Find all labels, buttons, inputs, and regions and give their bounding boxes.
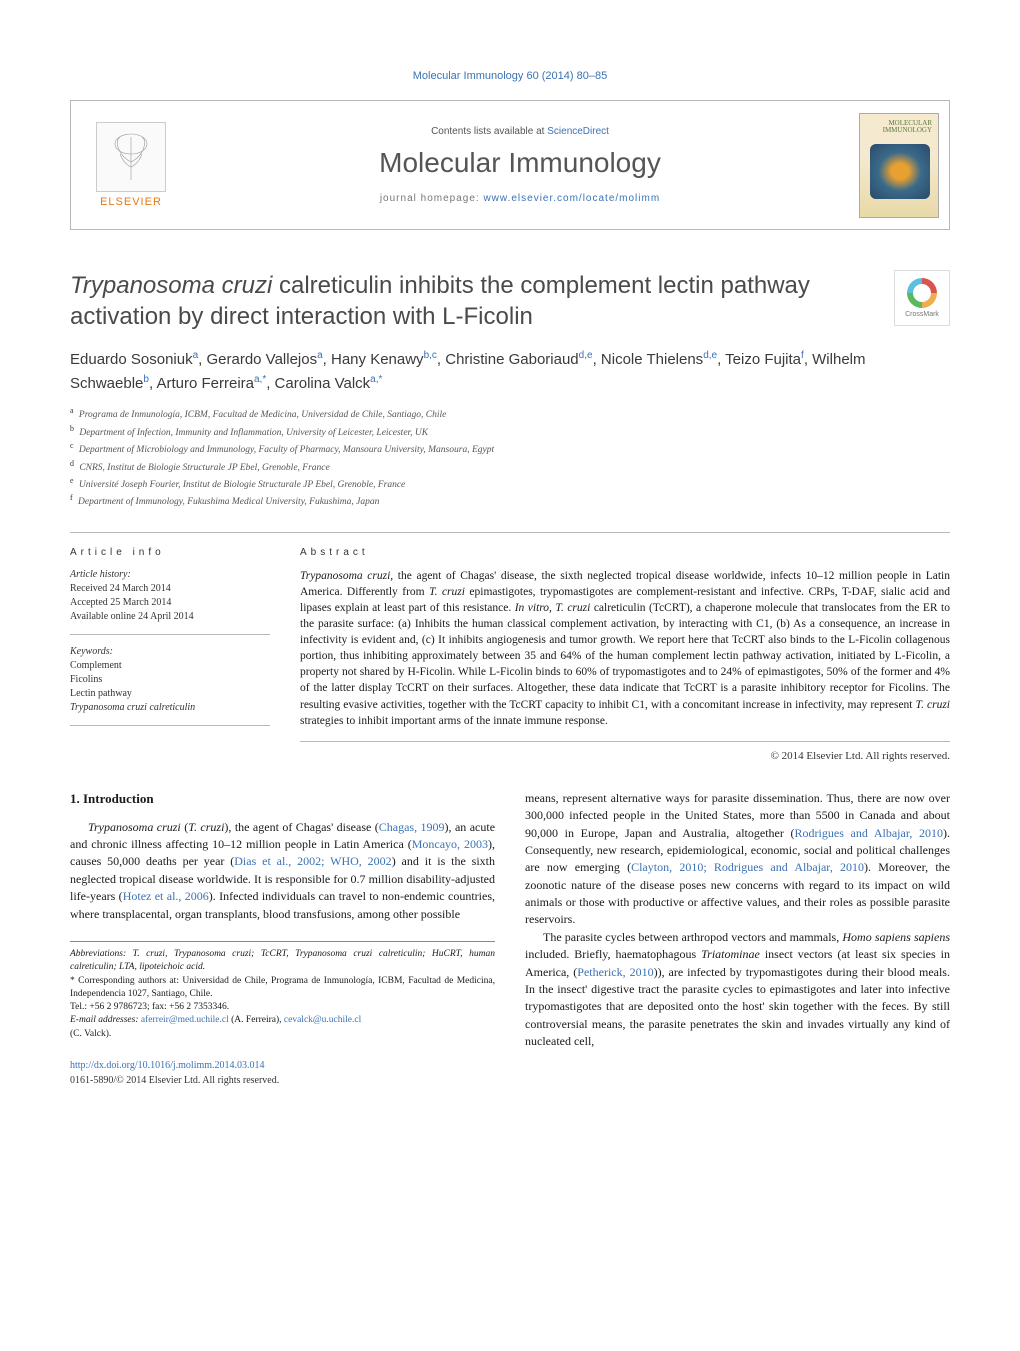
section-1-heading: 1. Introduction	[70, 790, 495, 809]
email-line: E-mail addresses: aferreir@med.uchile.cl…	[70, 1014, 495, 1041]
right-p2-italic2: Triatominae	[701, 947, 760, 961]
body-two-column: 1. Introduction Trypanosoma cruzi (T. cr…	[70, 790, 950, 1088]
online-date: Available online 24 April 2014	[70, 611, 194, 622]
article-info-column: article info Article history: Received 2…	[70, 533, 270, 762]
article-title: Trypanosoma cruzi calreticulin inhibits …	[70, 270, 874, 332]
intro-paragraph-2: The parasite cycles between arthropod ve…	[525, 929, 950, 1051]
homepage-link[interactable]: www.elsevier.com/locate/molimm	[483, 193, 660, 204]
abstract-italic-span: T. cruzi	[916, 699, 950, 711]
abstract-column: abstract Trypanosoma cruzi, the agent of…	[300, 532, 950, 762]
ref-rodrigues-2010[interactable]: Rodrigues and Albajar, 2010	[795, 826, 943, 840]
doi-link[interactable]: http://dx.doi.org/10.1016/j.molimm.2014.…	[70, 1060, 265, 1071]
affiliation-line: d CNRS, Institut de Biologie Structurale…	[70, 458, 950, 475]
title-italic-part: Trypanosoma cruzi	[70, 272, 272, 299]
right-p2-mid1: included. Briefly, haematophagous	[525, 947, 701, 961]
cover-thumb-block: MOLECULAR IMMUNOLOGY	[849, 101, 949, 229]
keyword: Ficolins	[70, 673, 270, 687]
intro-text-1: ), the agent of Chagas' disease (	[224, 820, 378, 834]
corr-label: * Corresponding authors at:	[70, 976, 179, 986]
abbr-label: Abbreviations:	[70, 949, 126, 959]
journal-name: Molecular Immunology	[379, 147, 661, 179]
tel-fax-line: Tel.: +56 2 9786723; fax: +56 2 7353346.	[70, 1001, 495, 1014]
contents-prefix: Contents lists available at	[431, 126, 547, 137]
homepage-line: journal homepage: www.elsevier.com/locat…	[380, 193, 660, 204]
publisher-logo-block: ELSEVIER	[71, 101, 191, 229]
abstract-italic-span: T. cruzi	[429, 586, 465, 598]
abstract-text: Trypanosoma cruzi, the agent of Chagas' …	[300, 568, 950, 742]
keywords-label: Keywords:	[70, 646, 113, 657]
keyword: Lectin pathway	[70, 687, 270, 701]
abstract-italic-span: Trypanosoma cruzi	[300, 570, 390, 582]
affiliation-line: a Programa de Inmunología, ICBM, Faculta…	[70, 405, 950, 422]
email2-name: (C. Valck).	[70, 1029, 111, 1039]
abstract-copyright: © 2014 Elsevier Ltd. All rights reserved…	[300, 750, 950, 762]
abstract-text-span: strategies to inhibit important arms of …	[300, 715, 608, 727]
header-center: Contents lists available at ScienceDirec…	[191, 101, 849, 229]
email-label: E-mail addresses:	[70, 1015, 139, 1025]
abbr-text: T. cruzi, Trypanosoma cruzi; TcCRT, Tryp…	[70, 949, 495, 972]
abstract-heading: abstract	[300, 547, 950, 558]
keyword-italic: Trypanosoma cruzi calreticulin	[70, 701, 270, 715]
journal-cover-thumbnail: MOLECULAR IMMUNOLOGY	[859, 113, 939, 218]
sciencedirect-link[interactable]: ScienceDirect	[547, 126, 609, 137]
authors-list: Eduardo Sosoniuka, Gerardo Vallejosa, Ha…	[70, 348, 950, 395]
ref-petherick-2010[interactable]: Petherick, 2010	[577, 965, 653, 979]
received-date: Received 24 March 2014	[70, 583, 171, 594]
journal-header: ELSEVIER Contents lists available at Sci…	[70, 100, 950, 230]
journal-reference: Molecular Immunology 60 (2014) 80–85	[70, 70, 950, 82]
homepage-prefix: journal homepage:	[380, 193, 484, 204]
history-label: Article history:	[70, 569, 131, 580]
crossmark-icon	[907, 278, 937, 308]
cover-title: MOLECULAR IMMUNOLOGY	[860, 120, 932, 134]
ref-clayton-rodrigues-2010[interactable]: Clayton, 2010; Rodrigues and Albajar, 20…	[631, 860, 864, 874]
cover-image-icon	[870, 144, 930, 199]
ref-moncayo-2003[interactable]: Moncayo, 2003	[412, 837, 488, 851]
crossmark-badge[interactable]: CrossMark	[894, 270, 950, 326]
affiliation-line: c Department of Microbiology and Immunol…	[70, 440, 950, 457]
email-valck[interactable]: cevalck@u.uchile.cl	[284, 1015, 361, 1025]
email1-name: (A. Ferreira),	[229, 1015, 284, 1025]
crossmark-label: CrossMark	[905, 311, 939, 318]
body-column-left: 1. Introduction Trypanosoma cruzi (T. cr…	[70, 790, 495, 1088]
affiliation-line: f Department of Immunology, Fukushima Me…	[70, 492, 950, 509]
intro-italic-1: Trypanosoma cruzi	[88, 820, 181, 834]
article-info-heading: article info	[70, 547, 270, 558]
contents-available-line: Contents lists available at ScienceDirec…	[431, 126, 609, 137]
affiliation-line: b Department of Infection, Immunity and …	[70, 423, 950, 440]
publisher-label: ELSEVIER	[100, 196, 162, 208]
email-ferreira[interactable]: aferreir@med.uchile.cl	[141, 1015, 229, 1025]
article-history-block: Article history: Received 24 March 2014 …	[70, 568, 270, 635]
issn-copyright: 0161-5890/© 2014 Elsevier Ltd. All right…	[70, 1074, 495, 1089]
right-p2-head: The parasite cycles between arthropod ve…	[543, 930, 842, 944]
ref-dias-who-2002[interactable]: Dias et al., 2002; WHO, 2002	[234, 854, 391, 868]
body-column-right: means, represent alternative ways for pa…	[525, 790, 950, 1088]
keyword: Complement	[70, 659, 270, 673]
intro-paragraph-1-cont: means, represent alternative ways for pa…	[525, 790, 950, 929]
affiliations-list: a Programa de Inmunología, ICBM, Faculta…	[70, 405, 950, 509]
intro-italic-2: T. cruzi	[188, 820, 224, 834]
abstract-text-span: calreticulin (TcCRT), a chaperone molecu…	[300, 602, 950, 711]
accepted-date: Accepted 25 March 2014	[70, 597, 171, 608]
affiliation-line: e Université Joseph Fourier, Institut de…	[70, 475, 950, 492]
keywords-block: Keywords: ComplementFicolinsLectin pathw…	[70, 645, 270, 726]
footnotes-block: Abbreviations: T. cruzi, Trypanosoma cru…	[70, 941, 495, 1041]
ref-hotez-2006[interactable]: Hotez et al., 2006	[123, 889, 209, 903]
abbreviations-line: Abbreviations: T. cruzi, Trypanosoma cru…	[70, 948, 495, 975]
ref-chagas-1909[interactable]: Chagas, 1909	[379, 820, 445, 834]
abstract-italic-span: In vitro, T. cruzi	[515, 602, 591, 614]
right-p2-italic1: Homo sapiens sapiens	[842, 930, 950, 944]
intro-paragraph-1: Trypanosoma cruzi (T. cruzi), the agent …	[70, 819, 495, 923]
page-footer: http://dx.doi.org/10.1016/j.molimm.2014.…	[70, 1059, 495, 1088]
corresponding-line: * Corresponding authors at: Universidad …	[70, 975, 495, 1002]
elsevier-tree-icon	[96, 122, 166, 192]
